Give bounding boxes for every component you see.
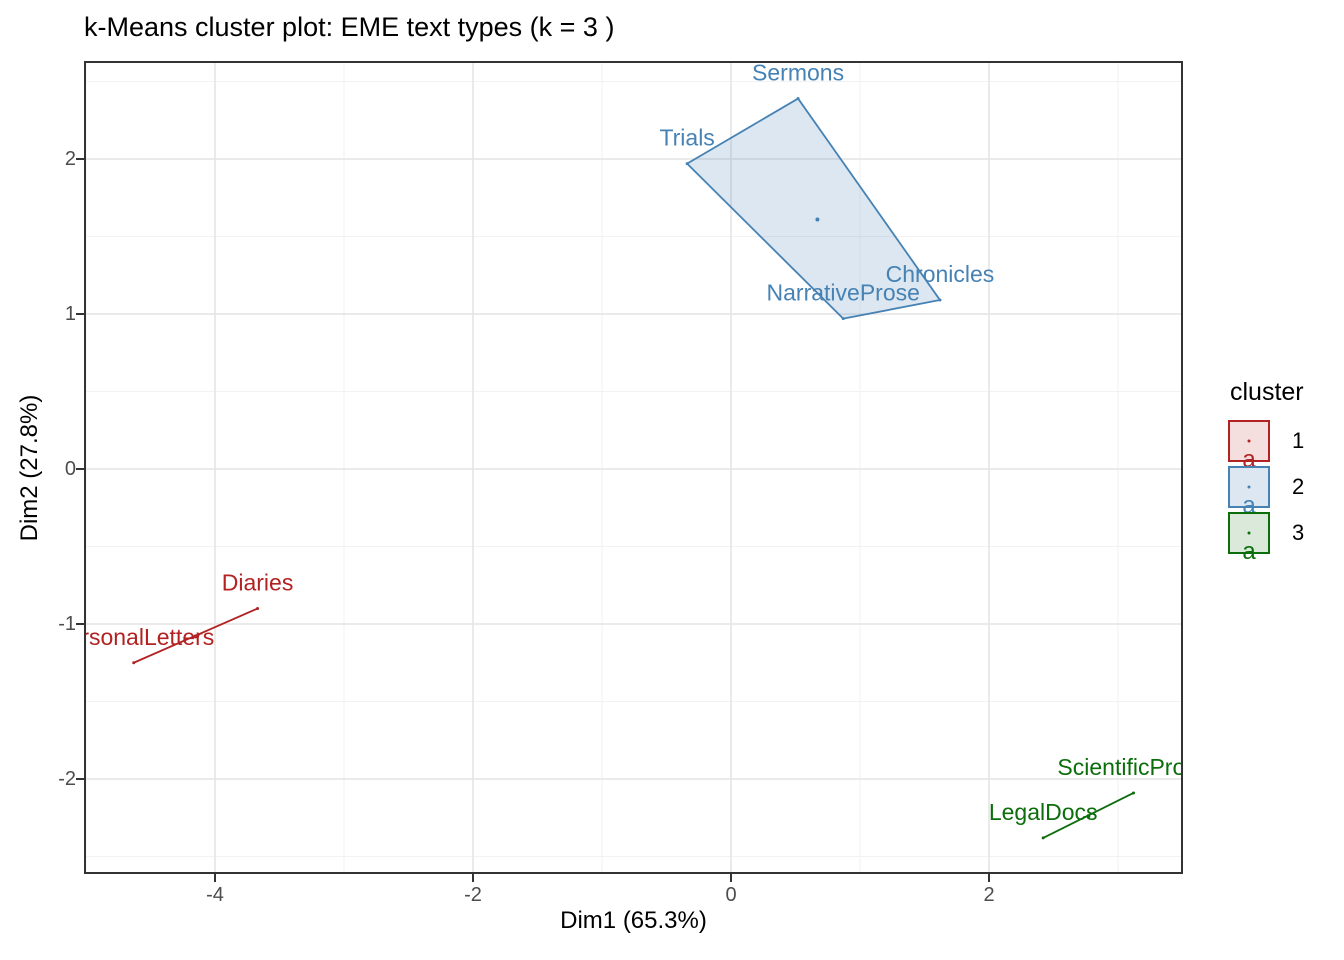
x-tick-label: 2 [983, 884, 995, 906]
legend-key-swatch: a [1228, 466, 1270, 518]
y-tick-mark [76, 313, 84, 315]
data-point-Trials [685, 162, 689, 166]
data-point-ScientificProse [1131, 791, 1135, 795]
cluster-point-label-Trials: Trials [659, 125, 714, 151]
legend-entry-label: 3 [1292, 520, 1305, 545]
cluster-point-label-PersonalLetters: PersonalLetters [84, 624, 214, 650]
legend-title: cluster [1230, 378, 1304, 406]
x-tick-mark [214, 874, 216, 882]
y-tick-label: 1 [64, 303, 76, 325]
legend-key-swatch: a [1228, 420, 1270, 472]
y-tick-mark [76, 623, 84, 625]
legend-point-icon [1247, 439, 1251, 443]
panel-border [84, 61, 1183, 874]
plot-title: k-Means cluster plot: EME text types (k … [84, 12, 615, 42]
cluster-plot-canvas: PersonalLetters Diaries Sermons Trials Narra… [84, 61, 1183, 874]
y-tick-mark [76, 778, 84, 780]
y-tick-label: 0 [64, 458, 76, 480]
cluster-2-centroid-icon [815, 217, 820, 222]
cluster-3-centroid-icon [1086, 814, 1091, 819]
y-tick-mark [76, 468, 84, 470]
y-tick-label: -1 [58, 613, 76, 635]
legend-entry-label: 1 [1292, 428, 1305, 453]
data-point-Diaries [256, 607, 260, 610]
cluster-1-centroid-icon [193, 634, 198, 639]
legend-point-icon [1247, 531, 1251, 535]
x-tick-label: -2 [464, 884, 482, 906]
data-point-NarrativeProse [841, 317, 845, 321]
x-axis-title: Dim1 (65.3%) [560, 907, 707, 934]
legend-text-glyph: a [1242, 492, 1256, 519]
cluster-point-label-Sermons: Sermons [752, 61, 844, 86]
x-tick-mark [730, 874, 732, 882]
y-tick-label: 2 [64, 148, 76, 170]
y-axis-title: Dim2 (27.8%) [16, 394, 43, 542]
x-tick-label: -4 [206, 884, 224, 906]
y-tick-mark [76, 158, 84, 160]
legend-text-glyph: a [1242, 446, 1256, 473]
data-point-PersonalLetters [132, 661, 136, 665]
cluster-point-label-LegalDocs: LegalDocs [989, 799, 1098, 825]
legend-point-icon [1247, 485, 1251, 489]
y-tick-label: -2 [58, 768, 76, 790]
legend-entry-label: 2 [1292, 474, 1305, 499]
cluster-point-label-NarrativeProse: NarrativeProse [767, 280, 920, 306]
data-point-LegalDocs [1041, 836, 1045, 840]
x-tick-mark [472, 874, 474, 882]
data-point-Chronicles [938, 298, 942, 302]
cluster-point-label-Chronicles: Chronicles [886, 261, 995, 287]
x-tick-label: 0 [725, 884, 737, 906]
legend-key-swatch: a [1228, 512, 1270, 564]
cluster-point-label-Diaries: Diaries [222, 570, 294, 596]
cluster-point-label-ScientificProse: ScientificProse [1057, 754, 1183, 780]
plot-panel: PersonalLetters Diaries Sermons Trials Narra… [84, 61, 1183, 874]
legend-text-glyph: a [1242, 538, 1256, 565]
x-tick-mark [988, 874, 990, 882]
data-point-Sermons [796, 97, 800, 101]
